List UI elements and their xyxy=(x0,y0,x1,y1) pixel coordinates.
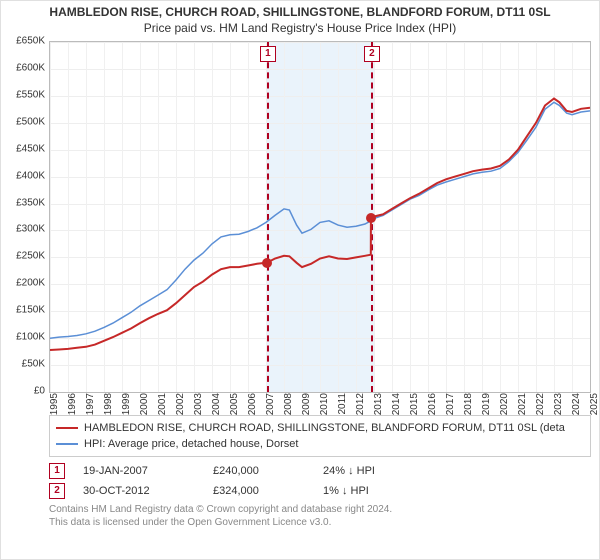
y-axis: £0£50K£100K£150K£200K£250K£300K£350K£400… xyxy=(5,41,45,393)
y-tick-label: £50K xyxy=(22,359,45,370)
x-tick-label: 2023 xyxy=(553,393,564,415)
x-tick-label: 2011 xyxy=(337,393,348,415)
y-tick-label: £250K xyxy=(16,251,45,262)
x-tick-label: 1995 xyxy=(49,393,60,415)
x-tick-label: 2010 xyxy=(319,393,330,415)
y-tick-label: £650K xyxy=(16,36,45,47)
y-tick-label: £400K xyxy=(16,170,45,181)
sale-row: 2 30-OCT-2012 £324,000 1% ↓ HPI xyxy=(49,483,591,499)
sale-index-marker: 1 xyxy=(49,463,65,479)
y-tick-label: £450K xyxy=(16,143,45,154)
legend-label-series1: HAMBLEDON RISE, CHURCH ROAD, SHILLINGSTO… xyxy=(84,420,565,436)
sale-hpi-relation: 24% ↓ HPI xyxy=(323,465,443,477)
x-tick-label: 2024 xyxy=(571,393,582,415)
x-axis: 1995 1996 1997 1998 1999 2000 2001 2002 2003 2004… xyxy=(49,393,591,417)
x-tick-label: 2012 xyxy=(355,393,366,415)
y-tick-label: £350K xyxy=(16,197,45,208)
chart-titles: HAMBLEDON RISE, CHURCH ROAD, SHILLINGSTO… xyxy=(1,1,599,35)
attribution: Contains HM Land Registry data © Crown c… xyxy=(49,503,591,529)
y-tick-label: £500K xyxy=(16,116,45,127)
sale-index-marker: 2 xyxy=(49,483,65,499)
x-tick-label: 2001 xyxy=(157,393,168,415)
legend-row-series2: HPI: Average price, detached house, Dors… xyxy=(56,436,584,452)
plot-wrap: £0£50K£100K£150K£200K£250K£300K£350K£400… xyxy=(49,41,591,411)
sales-table: 1 19-JAN-2007 £240,000 24% ↓ HPI 2 30-OC… xyxy=(49,463,591,499)
x-tick-label: 2016 xyxy=(427,393,438,415)
chart-title-subtitle: Price paid vs. HM Land Registry's House … xyxy=(1,21,599,35)
x-tick-label: 2005 xyxy=(229,393,240,415)
legend-swatch-series1 xyxy=(56,427,78,429)
plot-area: 12 xyxy=(49,41,591,393)
x-tick-label: 1997 xyxy=(85,393,96,415)
sale-hpi-relation: 1% ↓ HPI xyxy=(323,485,443,497)
x-tick-label: 2009 xyxy=(301,393,312,415)
sale-row: 1 19-JAN-2007 £240,000 24% ↓ HPI xyxy=(49,463,591,479)
attribution-line: This data is licensed under the Open Gov… xyxy=(49,516,591,529)
x-tick-label: 2000 xyxy=(139,393,150,415)
y-tick-label: £300K xyxy=(16,224,45,235)
x-tick-label: 1999 xyxy=(121,393,132,415)
legend-swatch-series2 xyxy=(56,443,78,445)
x-tick-label: 2021 xyxy=(517,393,528,415)
legend-label-series2: HPI: Average price, detached house, Dors… xyxy=(84,436,298,452)
x-tick-label: 1998 xyxy=(103,393,114,415)
sale-date: 19-JAN-2007 xyxy=(83,465,213,477)
x-tick-label: 2007 xyxy=(265,393,276,415)
x-tick-label: 2003 xyxy=(193,393,204,415)
y-tick-label: £0 xyxy=(34,386,45,397)
x-tick-label: 2015 xyxy=(409,393,420,415)
attribution-line: Contains HM Land Registry data © Crown c… xyxy=(49,503,591,516)
x-tick-label: 2022 xyxy=(535,393,546,415)
x-tick-label: 2008 xyxy=(283,393,294,415)
series-svg xyxy=(50,42,590,392)
chart-title-main: HAMBLEDON RISE, CHURCH ROAD, SHILLINGSTO… xyxy=(1,5,599,19)
sale-price: £240,000 xyxy=(213,465,323,477)
y-tick-label: £600K xyxy=(16,62,45,73)
x-tick-label: 2004 xyxy=(211,393,222,415)
x-tick-label: 2014 xyxy=(391,393,402,415)
sale-price: £324,000 xyxy=(213,485,323,497)
x-tick-label: 2018 xyxy=(463,393,474,415)
y-tick-label: £550K xyxy=(16,89,45,100)
sale-date: 30-OCT-2012 xyxy=(83,485,213,497)
sale-marker-dot xyxy=(366,213,376,223)
x-tick-label: 2006 xyxy=(247,393,258,415)
x-tick-label: 2017 xyxy=(445,393,456,415)
legend-row-series1: HAMBLEDON RISE, CHURCH ROAD, SHILLINGSTO… xyxy=(56,420,584,436)
x-tick-label: 2025 xyxy=(589,393,600,415)
y-tick-label: £100K xyxy=(16,332,45,343)
sale-marker-dot xyxy=(262,258,272,268)
x-tick-label: 2002 xyxy=(175,393,186,415)
x-tick-label: 2019 xyxy=(481,393,492,415)
x-tick-label: 2020 xyxy=(499,393,510,415)
x-tick-label: 1996 xyxy=(67,393,78,415)
series-line xyxy=(50,102,590,338)
x-tick-label: 2013 xyxy=(373,393,384,415)
chart-container: HAMBLEDON RISE, CHURCH ROAD, SHILLINGSTO… xyxy=(0,0,600,560)
legend: HAMBLEDON RISE, CHURCH ROAD, SHILLINGSTO… xyxy=(49,415,591,457)
y-tick-label: £200K xyxy=(16,278,45,289)
y-tick-label: £150K xyxy=(16,305,45,316)
